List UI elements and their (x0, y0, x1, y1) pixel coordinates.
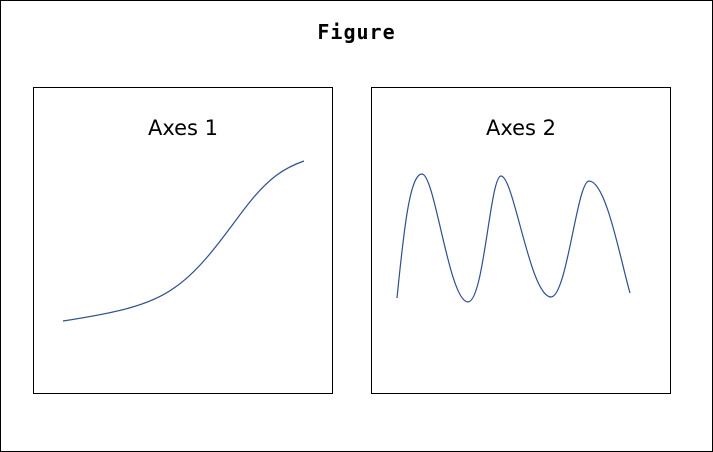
figure-title: Figure (317, 20, 396, 44)
axes-2-box: Axes 2 (371, 87, 671, 394)
axes-1-plot (62, 160, 305, 322)
axes-1-curve (62, 160, 305, 322)
axes-1-box: Axes 1 (33, 87, 333, 394)
axes-1-title: Axes 1 (147, 116, 219, 140)
axes-2-plot (396, 173, 631, 303)
axes-2-curve (396, 173, 631, 303)
axes-2-title: Axes 2 (485, 116, 557, 140)
